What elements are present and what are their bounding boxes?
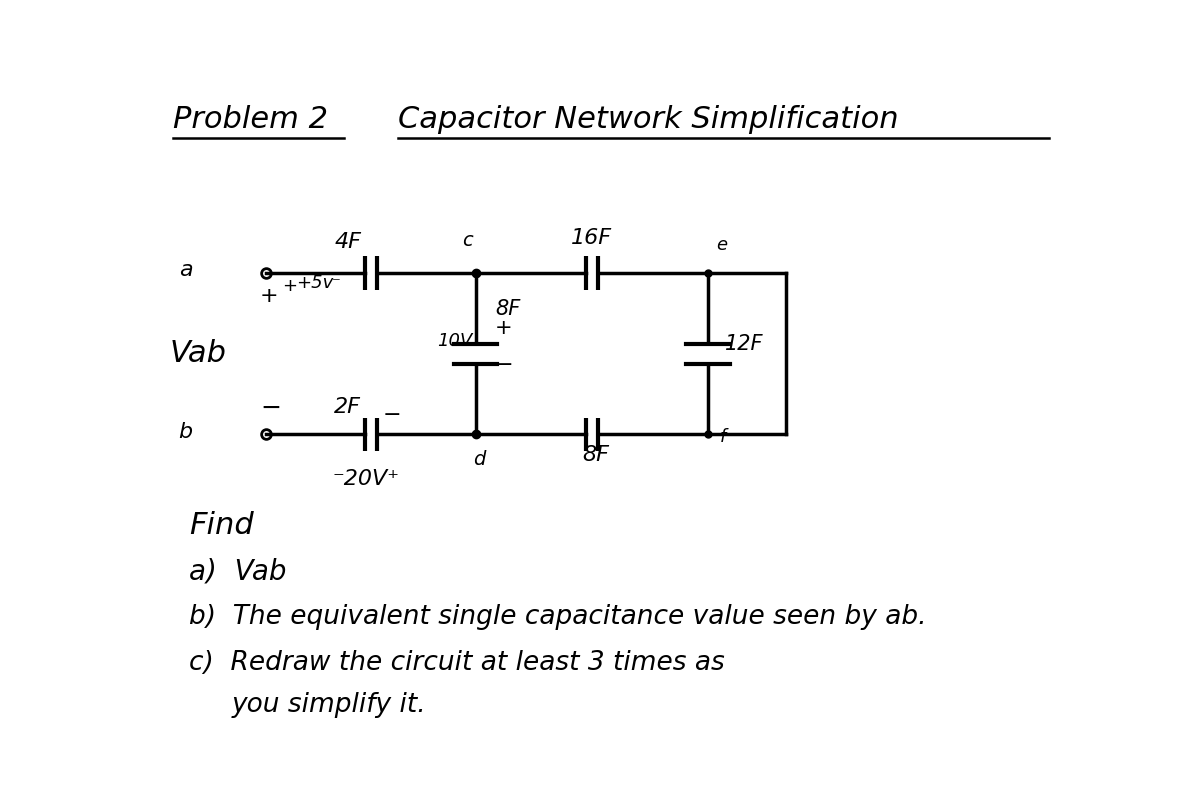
Text: f: f	[720, 428, 726, 446]
Text: you simplify it.: you simplify it.	[232, 692, 426, 718]
Text: Find: Find	[188, 512, 253, 540]
Text: 4F: 4F	[334, 232, 361, 252]
Text: 2F: 2F	[334, 397, 361, 417]
Text: 12F: 12F	[725, 334, 763, 354]
Text: 16F: 16F	[571, 228, 612, 248]
Text: +: +	[494, 319, 512, 339]
Text: Problem 2: Problem 2	[173, 105, 329, 134]
Text: ⁻: ⁻	[332, 274, 341, 292]
Text: +5v: +5v	[295, 274, 332, 292]
Text: +: +	[282, 277, 296, 294]
Text: 8F: 8F	[582, 445, 610, 465]
Text: −: −	[260, 396, 282, 420]
Text: c: c	[462, 231, 473, 250]
Text: d: d	[473, 450, 486, 469]
Text: −: −	[494, 354, 514, 375]
Text: +: +	[260, 286, 278, 306]
Text: c)  Redraw the circuit at least 3 times as: c) Redraw the circuit at least 3 times a…	[188, 650, 725, 676]
Text: 10V: 10V	[437, 332, 472, 350]
Text: Vab: Vab	[169, 339, 227, 368]
Text: ⁻20V⁺: ⁻20V⁺	[332, 468, 400, 489]
Text: e: e	[715, 236, 727, 254]
Text: b: b	[179, 422, 193, 442]
Text: 8F: 8F	[494, 299, 520, 319]
Text: a)  Vab: a) Vab	[188, 558, 287, 585]
Text: Capacitor Network Simplification: Capacitor Network Simplification	[398, 105, 899, 134]
Text: −: −	[383, 405, 401, 425]
Text: b)  The equivalent single capacitance value seen by ab.: b) The equivalent single capacitance val…	[188, 604, 926, 630]
Text: a: a	[179, 260, 193, 281]
